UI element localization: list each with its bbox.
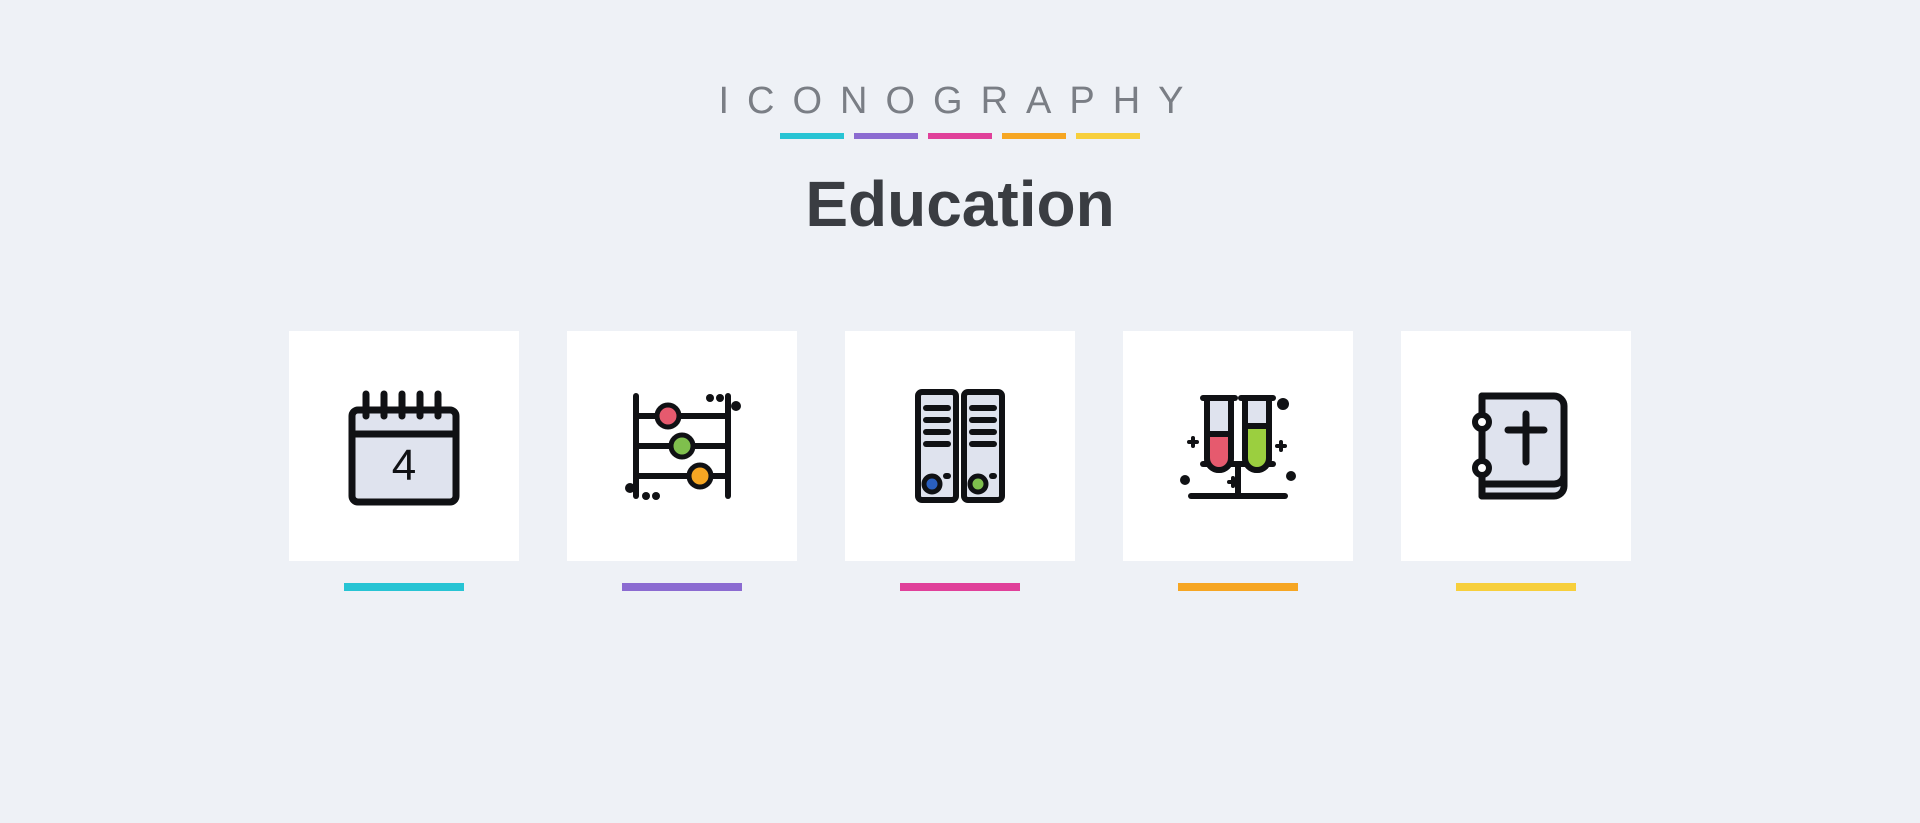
bar-4 — [1456, 583, 1576, 591]
bar-1 — [622, 583, 742, 591]
bar-0 — [344, 583, 464, 591]
stripe-4 — [1076, 133, 1140, 139]
stripe-2 — [928, 133, 992, 139]
icon-cell-testtubes — [1123, 331, 1353, 591]
calendar-icon: 4 — [334, 376, 474, 516]
stripe-0 — [780, 133, 844, 139]
brand-label: ICONOGRAPHY — [718, 80, 1201, 123]
icon-row: 4 — [289, 331, 1631, 591]
icon-cell-book — [1401, 331, 1631, 591]
tile-binders — [845, 331, 1075, 561]
tile-testtubes — [1123, 331, 1353, 561]
binders-icon — [890, 376, 1030, 516]
icon-cell-abacus — [567, 331, 797, 591]
bar-2 — [900, 583, 1020, 591]
tile-book — [1401, 331, 1631, 561]
tile-abacus — [567, 331, 797, 561]
tile-calendar: 4 — [289, 331, 519, 561]
calendar-day: 4 — [392, 441, 416, 490]
bar-3 — [1178, 583, 1298, 591]
stripe-3 — [1002, 133, 1066, 139]
stripe-1 — [854, 133, 918, 139]
brand-underlines — [780, 133, 1140, 139]
icon-cell-binders — [845, 331, 1075, 591]
category-label: Education — [805, 167, 1114, 241]
canvas: ICONOGRAPHY Education — [0, 0, 1920, 823]
icon-cell-calendar: 4 — [289, 331, 519, 591]
bible-icon — [1446, 376, 1586, 516]
abacus-icon — [612, 376, 752, 516]
test-tubes-icon — [1163, 376, 1313, 516]
